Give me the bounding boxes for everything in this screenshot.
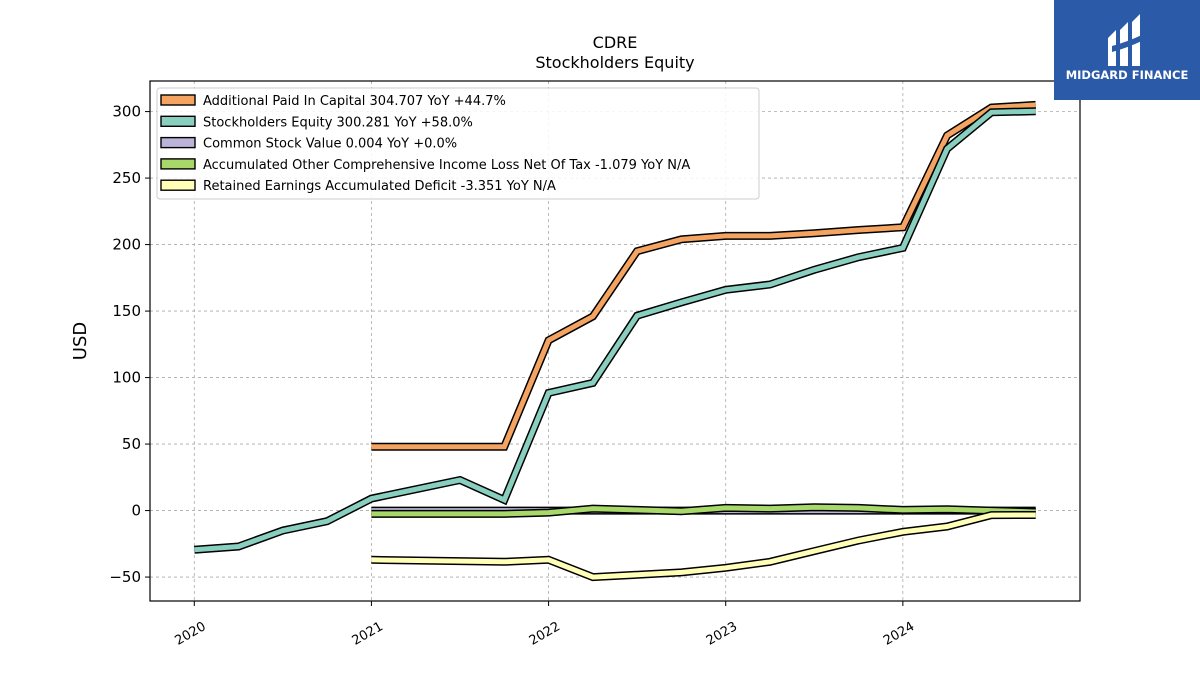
legend: Additional Paid In Capital 304.707 YoY +… xyxy=(156,87,760,200)
x-tick-label: 2020 xyxy=(172,619,208,649)
x-tick-label: 2023 xyxy=(704,619,740,649)
legend-swatch xyxy=(160,158,196,170)
legend-entry: Common Stock Value 0.004 YoY +0.0% xyxy=(203,137,457,152)
legend-box xyxy=(156,87,760,200)
y-tick-label: 150 xyxy=(112,302,141,320)
series-1 xyxy=(194,107,1036,554)
legend-swatch xyxy=(160,179,196,191)
y-tick-label: 300 xyxy=(112,103,141,121)
chart-subtitle: Stockholders Equity xyxy=(535,53,694,72)
x-tick-label: 2024 xyxy=(881,619,917,649)
legend-entry: Accumulated Other Comprehensive Income L… xyxy=(203,158,690,173)
series-line xyxy=(371,512,1036,580)
y-axis-label: USD xyxy=(70,322,91,360)
series-line xyxy=(371,102,1036,450)
y-tick-label: 200 xyxy=(112,236,141,254)
y-tick-label: 250 xyxy=(112,169,141,187)
series-3 xyxy=(371,503,1036,518)
series-4 xyxy=(371,511,1036,582)
logo-mark-icon xyxy=(1108,14,1144,66)
y-tick-label: 100 xyxy=(112,369,141,387)
legend-entry: Retained Earnings Accumulated Deficit -3… xyxy=(203,179,556,194)
legend-entry: Additional Paid In Capital 304.707 YoY +… xyxy=(203,94,506,109)
chart-title: CDRE xyxy=(593,33,638,52)
x-tick-label: 2022 xyxy=(527,619,563,649)
y-tick-label: 50 xyxy=(122,435,141,453)
legend-swatch xyxy=(160,115,196,128)
series-lines xyxy=(194,100,1036,582)
legend-swatch xyxy=(160,94,196,106)
brand-logo: MIDGARD FINANCE xyxy=(1054,0,1200,100)
y-tick-label: 0 xyxy=(131,502,141,520)
x-tick-label: 2021 xyxy=(350,619,386,649)
series-0 xyxy=(371,100,1036,451)
y-tick-label: −50 xyxy=(109,568,141,586)
brand-name: MIDGARD FINANCE xyxy=(1065,68,1189,82)
plot-frame xyxy=(149,80,1081,602)
series-line xyxy=(194,108,1036,553)
series-line xyxy=(371,504,1036,517)
legend-entry: Stockholders Equity 300.281 YoY +58.0% xyxy=(203,115,473,130)
legend-swatch xyxy=(160,136,196,149)
